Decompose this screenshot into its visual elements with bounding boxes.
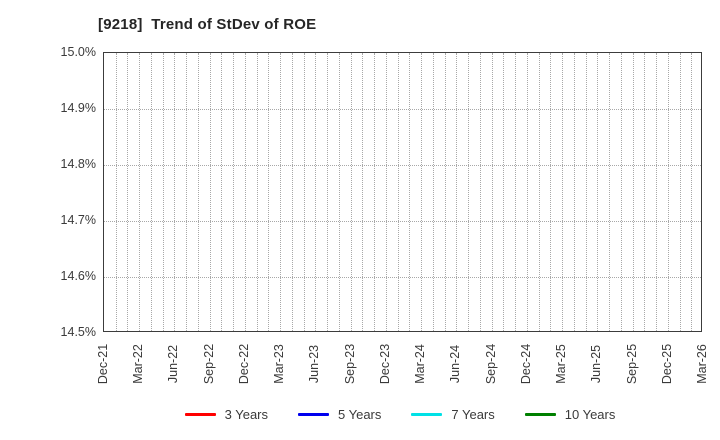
x-tick-label: Sep-24 [483, 343, 498, 385]
legend-item: 5 Years [298, 407, 381, 422]
v-gridline [691, 53, 693, 331]
v-gridline [233, 53, 235, 331]
v-gridline [620, 53, 622, 331]
v-gridline [562, 53, 564, 331]
v-gridline [609, 53, 611, 331]
v-gridline [327, 53, 329, 331]
x-tick-label: Mar-25 [554, 344, 569, 384]
v-gridline [209, 53, 211, 331]
x-tick-label: Mar-24 [413, 344, 428, 384]
h-gridline [104, 277, 701, 278]
legend-label: 7 Years [451, 406, 495, 422]
x-tick-label: Dec-24 [518, 343, 533, 385]
v-gridline [139, 53, 141, 331]
v-gridline [409, 53, 411, 331]
v-gridline [150, 53, 152, 331]
x-tick-label: Sep-23 [342, 343, 357, 385]
y-tick-label: 14.5% [60, 325, 96, 339]
v-gridline [350, 53, 352, 331]
v-gridline [573, 53, 575, 331]
h-gridline [104, 221, 701, 222]
v-gridline [597, 53, 599, 331]
v-gridline [374, 53, 376, 331]
x-tick-label: Jun-22 [166, 344, 181, 384]
v-gridline [303, 53, 305, 331]
chart-title: [9218] Trend of StDev of ROE [98, 16, 317, 33]
v-gridline [291, 53, 293, 331]
v-gridline [632, 53, 634, 331]
x-tick-label: Dec-25 [659, 343, 674, 385]
v-gridline [656, 53, 658, 331]
v-gridline [397, 53, 399, 331]
x-tick-label: Mar-23 [272, 344, 287, 384]
h-gridline [104, 165, 701, 166]
legend-label: 5 Years [338, 406, 382, 422]
v-gridline [644, 53, 646, 331]
v-gridline [127, 53, 129, 331]
h-gridline [104, 109, 701, 110]
v-gridline [585, 53, 587, 331]
v-gridline [174, 53, 176, 331]
v-gridline [244, 53, 246, 331]
v-gridline [197, 53, 199, 331]
plot-area [103, 52, 702, 332]
v-gridline [444, 53, 446, 331]
v-gridline [421, 53, 423, 331]
v-gridline [385, 53, 387, 331]
v-gridline [432, 53, 434, 331]
v-gridline [550, 53, 552, 331]
v-gridline [115, 53, 117, 331]
x-tick-label: Dec-23 [377, 343, 392, 385]
v-gridline [503, 53, 505, 331]
legend-line-swatch [298, 412, 329, 416]
legend-item: 7 Years [411, 406, 495, 422]
x-tick-label: Dec-22 [236, 343, 251, 385]
v-gridline [362, 53, 364, 331]
v-gridline [679, 53, 681, 331]
x-tick-label: Mar-22 [131, 344, 146, 384]
v-gridline [162, 53, 164, 331]
v-gridline [280, 53, 282, 331]
x-tick-label: Jun-25 [589, 344, 604, 384]
v-gridline [338, 53, 340, 331]
v-gridline [268, 53, 270, 331]
v-gridline [491, 53, 493, 331]
legend-line-swatch [524, 412, 556, 416]
y-tick-label: 15.0% [60, 45, 96, 59]
v-gridline [221, 53, 223, 331]
x-tick-label: Sep-22 [201, 343, 216, 385]
v-gridline [667, 53, 669, 331]
legend-item: 3 Years [184, 406, 268, 422]
v-gridline [186, 53, 188, 331]
x-tick-label: Dec-21 [96, 343, 110, 385]
y-tick-label: 14.8% [60, 157, 96, 171]
legend-label: 10 Years [564, 406, 616, 422]
legend-label: 3 Years [224, 406, 268, 422]
y-tick-label: 14.9% [60, 101, 96, 115]
y-tick-label: 14.6% [60, 269, 96, 283]
x-tick-label: Sep-25 [624, 343, 639, 385]
legend-item: 10 Years [524, 406, 616, 422]
x-tick-label: Jun-24 [448, 344, 463, 384]
v-gridline [526, 53, 528, 331]
v-gridline [538, 53, 540, 331]
v-gridline [468, 53, 470, 331]
legend: 3 Years 5 Years 7 Years 10 Years [0, 401, 720, 427]
x-tick-label: Jun-23 [307, 344, 322, 384]
x-tick-label: Mar-26 [695, 344, 709, 384]
legend-line-swatch [184, 412, 216, 416]
y-tick-label: 14.7% [60, 213, 96, 227]
v-gridline [515, 53, 517, 331]
legend-line-swatch [411, 412, 443, 416]
v-gridline [479, 53, 481, 331]
v-gridline [315, 53, 317, 331]
v-gridline [256, 53, 258, 331]
v-gridline [456, 53, 458, 331]
